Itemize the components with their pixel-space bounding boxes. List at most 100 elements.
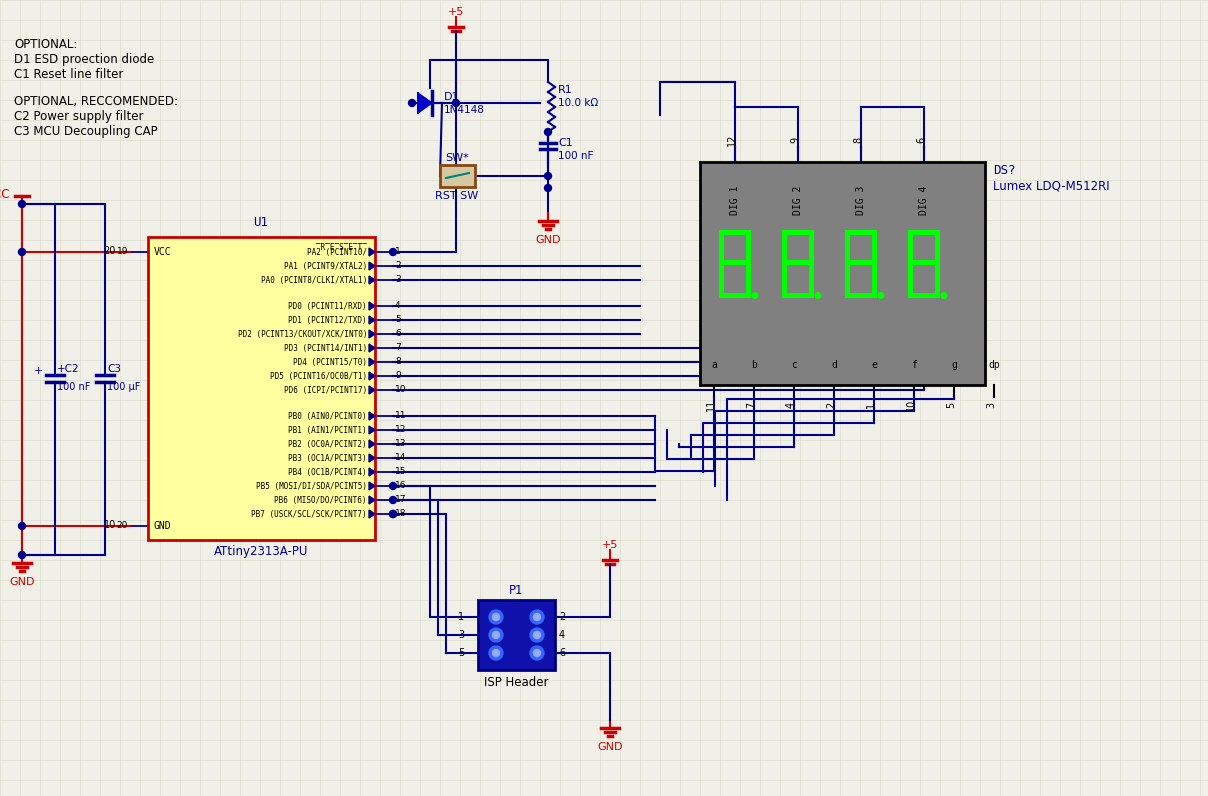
Polygon shape (368, 276, 374, 284)
Text: 10: 10 (104, 520, 116, 530)
Bar (440, 165, 475, 187)
Text: 19: 19 (116, 248, 128, 256)
Circle shape (493, 650, 499, 657)
Text: ISP Header: ISP Header (483, 676, 548, 689)
Text: PB0 (AIN0/PCINT0): PB0 (AIN0/PCINT0) (289, 412, 367, 420)
Circle shape (493, 614, 499, 621)
Text: GND: GND (10, 577, 35, 587)
Text: OPTIONAL:: OPTIONAL: (14, 38, 77, 51)
Circle shape (18, 201, 25, 208)
Text: C3 MCU Decoupling CAP: C3 MCU Decoupling CAP (14, 125, 157, 138)
Text: PD2 (PCINT13/CKOUT/XCK/INT0): PD2 (PCINT13/CKOUT/XCK/INT0) (238, 330, 367, 338)
Text: 6: 6 (916, 137, 927, 143)
Bar (846, 265, 850, 295)
Polygon shape (368, 358, 374, 366)
Bar (719, 230, 751, 235)
Text: VCC: VCC (0, 189, 10, 201)
Circle shape (878, 293, 884, 298)
Text: C1: C1 (558, 138, 573, 148)
Text: 17: 17 (395, 495, 407, 505)
Bar (699, 162, 985, 385)
Text: D1: D1 (445, 92, 459, 102)
Circle shape (530, 646, 544, 660)
Polygon shape (368, 482, 374, 490)
Text: PB3 (OC1A/PCINT3): PB3 (OC1A/PCINT3) (289, 454, 367, 462)
Text: 3: 3 (458, 630, 464, 640)
Text: PB5 (MOSI/DI/SDA/PCINT5): PB5 (MOSI/DI/SDA/PCINT5) (256, 482, 367, 490)
Text: C1 Reset line filter: C1 Reset line filter (14, 68, 123, 81)
Text: PB7 (USCK/SCL/SCK/PCINT7): PB7 (USCK/SCL/SCK/PCINT7) (251, 509, 367, 518)
Text: Lumex LDQ-M512RI: Lumex LDQ-M512RI (993, 180, 1110, 193)
Bar (809, 265, 814, 295)
Text: PB2 (OC0A/PCINT2): PB2 (OC0A/PCINT2) (289, 439, 367, 448)
Text: 1: 1 (458, 612, 464, 622)
Bar (719, 265, 724, 295)
Circle shape (545, 173, 552, 180)
Polygon shape (368, 344, 374, 352)
Bar (846, 293, 877, 298)
Text: 15: 15 (395, 467, 407, 477)
Text: a: a (712, 360, 716, 370)
Text: 7: 7 (747, 402, 756, 408)
Text: 2: 2 (559, 612, 565, 622)
Polygon shape (368, 440, 374, 448)
Bar (782, 230, 814, 235)
Text: PA0 (PCINT8/CLKI/XTAL1): PA0 (PCINT8/CLKI/XTAL1) (261, 275, 367, 284)
Text: e: e (871, 360, 877, 370)
Polygon shape (368, 468, 374, 476)
Text: 2: 2 (826, 402, 836, 408)
Bar (908, 293, 940, 298)
Text: +5: +5 (602, 540, 618, 550)
Bar (478, 600, 554, 670)
Text: 1N4148: 1N4148 (445, 105, 484, 115)
Circle shape (389, 482, 396, 490)
Circle shape (493, 631, 499, 638)
Text: c: c (791, 360, 797, 370)
Circle shape (389, 248, 396, 256)
Text: 6: 6 (559, 648, 565, 658)
Polygon shape (368, 248, 374, 256)
Text: 11: 11 (705, 399, 716, 411)
Circle shape (530, 610, 544, 624)
Text: PB6 (MISO/DO/PCINT6): PB6 (MISO/DO/PCINT6) (274, 495, 367, 505)
Text: 14: 14 (395, 454, 406, 462)
Bar (149, 237, 374, 540)
Text: RST SW: RST SW (435, 191, 478, 201)
Text: C2 Power supply filter: C2 Power supply filter (14, 110, 144, 123)
Circle shape (389, 510, 396, 517)
Polygon shape (368, 262, 374, 270)
Text: DIG 1: DIG 1 (730, 185, 741, 215)
Text: U1: U1 (254, 217, 268, 229)
Text: PB1 (AIN1/PCINT1): PB1 (AIN1/PCINT1) (289, 426, 367, 435)
Text: PA1 (PCINT9/XTAL2): PA1 (PCINT9/XTAL2) (284, 262, 367, 271)
Circle shape (534, 631, 540, 638)
Circle shape (489, 610, 503, 624)
Polygon shape (368, 330, 374, 338)
Text: 10: 10 (395, 385, 407, 395)
Bar (935, 230, 940, 260)
Text: D1 ESD proection diode: D1 ESD proection diode (14, 53, 155, 66)
Text: 5: 5 (458, 648, 464, 658)
Text: 10.0 kΩ: 10.0 kΩ (558, 98, 598, 108)
Circle shape (545, 185, 552, 192)
Bar (846, 230, 877, 235)
Circle shape (753, 293, 757, 298)
Circle shape (534, 614, 540, 621)
Bar (935, 265, 940, 295)
Text: 100 nF: 100 nF (558, 151, 593, 161)
Bar (782, 230, 788, 260)
Bar (908, 230, 940, 235)
Polygon shape (368, 386, 374, 394)
Text: 3: 3 (986, 402, 997, 408)
Text: 20: 20 (117, 521, 128, 530)
Bar (908, 230, 913, 260)
Bar (719, 260, 751, 265)
Polygon shape (368, 412, 374, 420)
Circle shape (941, 293, 947, 298)
Polygon shape (368, 316, 374, 324)
Text: 4: 4 (559, 630, 565, 640)
Text: +C2: +C2 (57, 365, 80, 374)
Text: 3: 3 (395, 275, 401, 284)
Bar (872, 230, 877, 260)
Text: 11: 11 (395, 412, 407, 420)
